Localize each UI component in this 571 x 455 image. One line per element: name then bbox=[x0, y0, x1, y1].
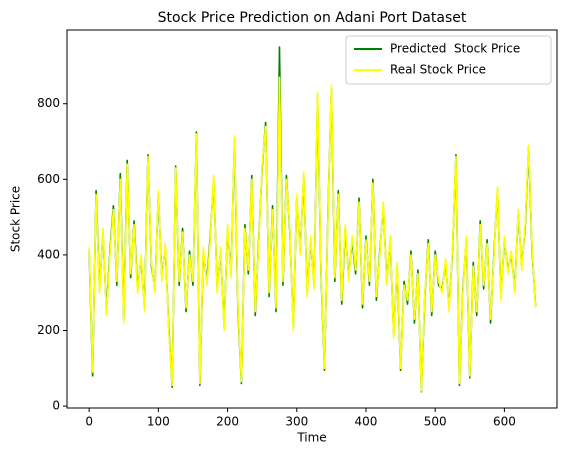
x-tick-label: 300 bbox=[285, 415, 308, 429]
x-tick-label: 600 bbox=[493, 415, 516, 429]
x-axis-label: Time bbox=[296, 431, 326, 445]
legend-box bbox=[345, 35, 552, 85]
x-tick-label: 100 bbox=[147, 415, 170, 429]
legend-label: Real Stock Price bbox=[390, 63, 486, 77]
y-tick-label: 200 bbox=[37, 323, 60, 337]
x-tick-label: 400 bbox=[355, 415, 378, 429]
x-tick-label: 0 bbox=[85, 415, 93, 429]
legend-label: Predicted Stock Price bbox=[390, 42, 520, 56]
plot-frame bbox=[66, 29, 558, 409]
series-line bbox=[88, 76, 537, 392]
x-tick-label: 200 bbox=[216, 415, 239, 429]
x-tick-label: 500 bbox=[424, 415, 447, 429]
y-tick-label: 800 bbox=[37, 96, 60, 110]
y-tick-label: 600 bbox=[37, 172, 60, 186]
chart-title: Stock Price Prediction on Adani Port Dat… bbox=[158, 10, 467, 26]
y-axis-label: Stock Price bbox=[9, 186, 23, 252]
y-tick-label: 0 bbox=[52, 399, 60, 413]
y-tick-label: 400 bbox=[37, 247, 60, 261]
